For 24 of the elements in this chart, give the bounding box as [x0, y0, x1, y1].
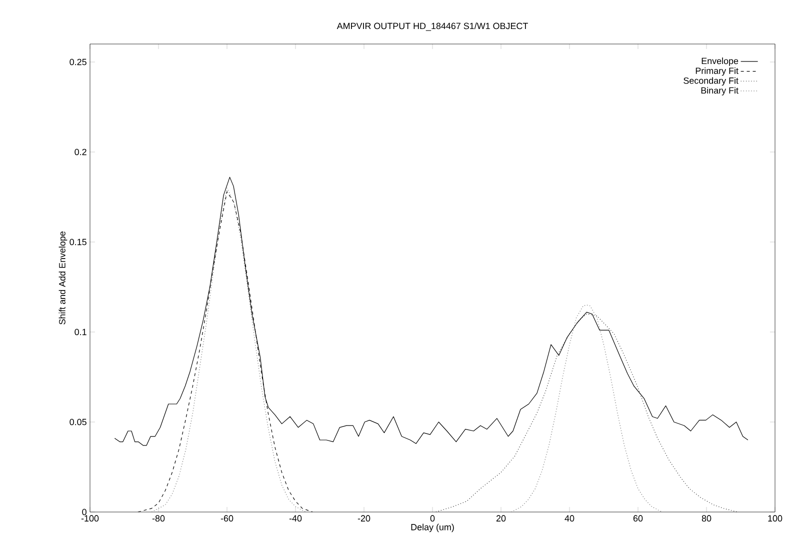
legend-label: Secondary Fit: [684, 77, 738, 86]
y-tick-label: 0.2: [74, 148, 86, 156]
x-tick-label: -20: [358, 515, 370, 522]
x-axis-title: Delay (um): [411, 524, 454, 532]
x-tick-label: -40: [289, 515, 302, 522]
y-tick-label: 0.1: [74, 328, 86, 336]
x-tick-label: 0: [430, 515, 435, 522]
x-tick-label: 80: [702, 515, 712, 522]
legend-label: Binary Fit: [701, 87, 738, 96]
x-tick-label: 40: [564, 515, 574, 522]
y-tick-label: 0.05: [70, 418, 86, 426]
x-tick-label: 100: [768, 515, 782, 522]
chart-title: AMPVIR OUTPUT HD_184467 S1/W1 OBJECT: [336, 22, 528, 31]
y-axis-title: Shift and Add Envelope: [58, 232, 68, 324]
x-tick-label: 20: [496, 515, 506, 522]
x-tick-label: -100: [81, 515, 99, 522]
x-tick-label: -80: [152, 515, 165, 522]
legend-label: Envelope: [702, 58, 738, 66]
x-tick-label: 60: [633, 515, 643, 522]
legend-label: Primary Fit: [696, 67, 738, 76]
y-tick-label: 0.15: [70, 238, 86, 246]
x-tick-label: -60: [220, 515, 234, 522]
y-tick-label: 0.25: [70, 58, 86, 66]
y-tick-label: 0: [82, 508, 86, 516]
